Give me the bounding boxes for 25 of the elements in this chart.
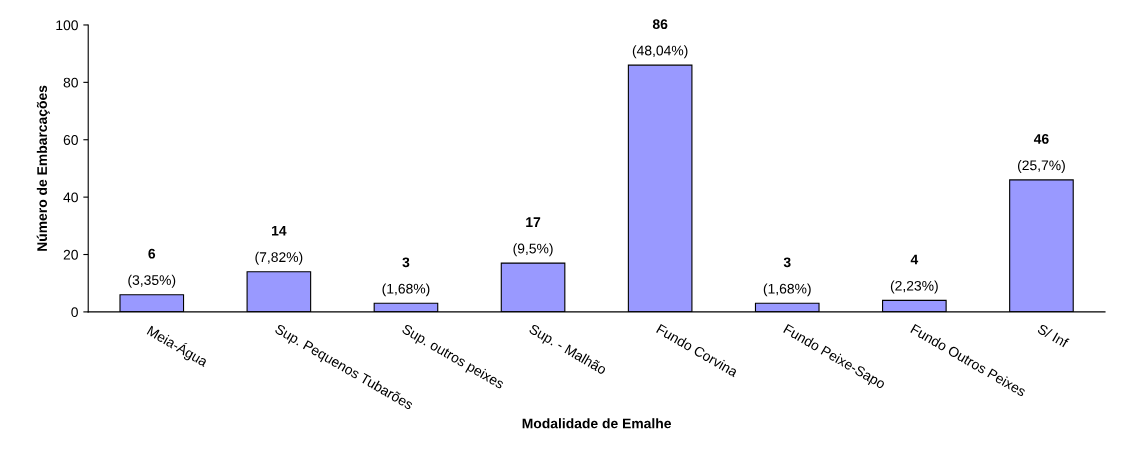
- data-label: 46: [1033, 134, 1049, 144]
- y-tick-label: 40: [63, 192, 78, 203]
- annotation: (9,5%): [513, 243, 553, 257]
- x-axis-title: Modalidade de Emalhe: [522, 418, 671, 429]
- data-label: 6: [148, 248, 156, 259]
- data-label: 14: [272, 225, 287, 236]
- annotation: (3,35%): [128, 274, 176, 288]
- y-tick-label: 0: [71, 307, 78, 318]
- y-tick-label: 20: [63, 249, 78, 260]
- y-axis-title: Número de Embarcações: [36, 85, 50, 251]
- data-label: 4: [910, 254, 919, 265]
- annotation: (1,68%): [382, 283, 430, 297]
- y-tick-label: 80: [63, 77, 78, 88]
- data-label: 3: [783, 257, 791, 268]
- annotation: (2,23%): [890, 280, 938, 294]
- data-label: 86: [652, 19, 668, 30]
- y-tick-label: 100: [56, 20, 78, 31]
- annotation: (25,7%): [1017, 160, 1065, 173]
- x-tick-label: S/ Inf: [1036, 323, 1070, 349]
- annotation: (7,82%): [255, 251, 303, 265]
- data-label: 17: [526, 217, 541, 227]
- data-label: 3: [402, 257, 410, 268]
- annotation: (1,68%): [763, 283, 811, 297]
- annotation: (48,04%): [632, 45, 688, 59]
- y-tick-label: 60: [63, 135, 78, 145]
